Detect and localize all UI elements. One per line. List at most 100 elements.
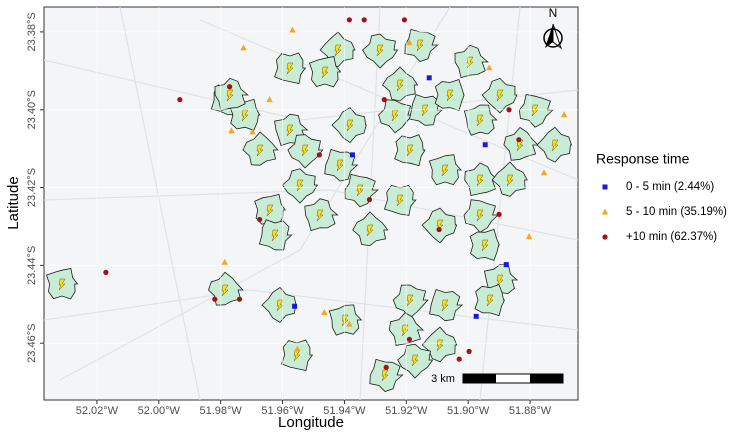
station-icon (496, 274, 504, 287)
point (482, 142, 488, 148)
point (289, 26, 296, 33)
service-area (214, 77, 249, 112)
station-icon (241, 109, 249, 122)
point (177, 97, 183, 103)
station-icon (286, 62, 294, 75)
station-icon (416, 39, 424, 52)
y-tick-label: 23.40°S (26, 90, 38, 129)
y-tick-label: 23.46°S (26, 324, 38, 363)
station-icon (396, 194, 404, 207)
station-icon (441, 164, 449, 177)
x-tick-label: 51.88°W (509, 405, 552, 417)
station-icon (531, 104, 539, 117)
legend-label: 5 - 10 min (35.19%) (626, 206, 727, 218)
point (349, 152, 355, 158)
point (381, 97, 387, 103)
point (540, 169, 548, 176)
legend-label: +10 min (62.37%) (626, 231, 717, 243)
scale-label: 3 km (431, 373, 455, 385)
point (346, 17, 352, 23)
point (221, 258, 228, 265)
station-icon (286, 124, 294, 137)
station-icon (366, 224, 374, 237)
point (236, 296, 243, 302)
point (496, 211, 502, 217)
point (466, 348, 472, 354)
point (321, 308, 328, 315)
station-icon (506, 174, 514, 187)
station-icon (316, 209, 324, 222)
station-icon (336, 159, 344, 172)
x-tick-label: 52.00°W (138, 405, 181, 417)
point (426, 75, 432, 81)
x-tick-label: 51.92°W (385, 405, 428, 417)
station-icon (401, 324, 409, 337)
point (346, 320, 353, 327)
point (240, 44, 247, 51)
point (294, 345, 301, 352)
point (525, 233, 533, 240)
point (316, 152, 322, 158)
legend-marker (601, 208, 609, 215)
station-icon (476, 209, 484, 222)
station-icon (376, 44, 384, 57)
legend-marker (602, 184, 608, 190)
legend-marker (602, 234, 608, 240)
station-icon (496, 89, 504, 102)
point (506, 107, 512, 113)
station-icon (551, 139, 559, 152)
station-icon (486, 294, 494, 307)
point (486, 64, 493, 71)
point (406, 336, 412, 342)
station-icon (396, 79, 404, 92)
station-icon (301, 144, 309, 157)
x-tick-label: 51.96°W (261, 405, 304, 417)
point (473, 313, 479, 319)
station-icon (516, 139, 524, 152)
x-tick-label: 51.98°W (200, 405, 243, 417)
station-icon (346, 119, 354, 132)
station-icon (321, 66, 329, 79)
scale-bar: 3 km (431, 373, 564, 385)
station-icon (226, 89, 234, 102)
station-icon (446, 89, 454, 102)
north-label: N (549, 6, 558, 20)
point (257, 216, 263, 223)
x-axis-title: Longitude (278, 414, 344, 431)
point (361, 17, 367, 23)
service-area (304, 198, 339, 232)
service-area (454, 44, 489, 79)
point (292, 303, 298, 309)
station-icon (266, 204, 274, 217)
point (212, 296, 218, 302)
point (228, 127, 235, 134)
y-tick-label: 23.38°S (26, 12, 38, 51)
station-icon (341, 314, 349, 327)
service-areas (45, 28, 573, 392)
x-tick-label: 51.94°W (323, 405, 366, 417)
station-icon (58, 278, 66, 291)
y-axis-title: Latitude (5, 176, 22, 229)
point (383, 364, 389, 370)
point (436, 226, 442, 233)
y-tick-label: 23.44°S (26, 246, 38, 285)
point (366, 197, 373, 203)
point (103, 269, 109, 275)
station-icon (334, 44, 342, 57)
station-icon (481, 239, 489, 252)
point (406, 39, 413, 46)
station-icon (271, 229, 279, 242)
point (456, 356, 462, 362)
station-icon (406, 144, 414, 157)
station-icon (411, 354, 419, 367)
point (503, 262, 509, 268)
x-tick-label: 51.90°W (447, 405, 490, 417)
station-icon (256, 144, 264, 157)
point (560, 111, 568, 118)
point (401, 17, 408, 23)
y-tick-label: 23.42°S (26, 168, 38, 207)
point (516, 137, 522, 143)
station-icon (421, 104, 429, 117)
legend-label: 0 - 5 min (2.44%) (626, 181, 714, 193)
